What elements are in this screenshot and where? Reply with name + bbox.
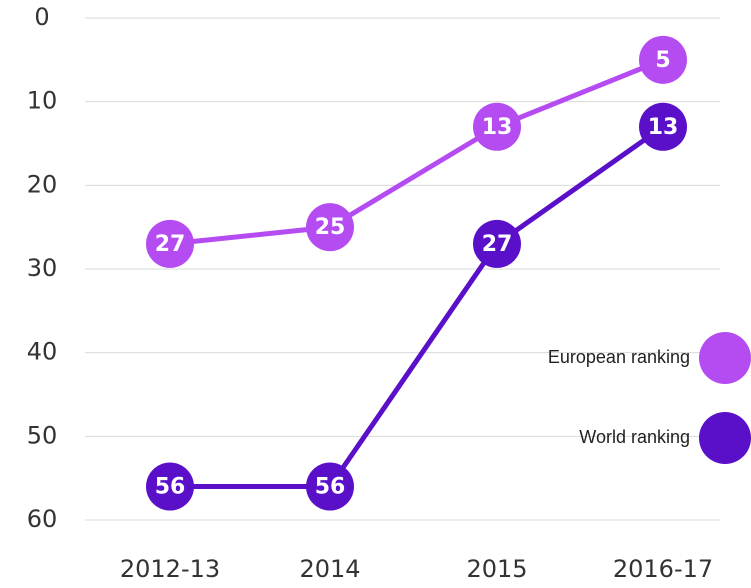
legend-swatch: [699, 332, 751, 384]
data-point: [639, 102, 687, 151]
x-tick-label: 2016-17: [613, 555, 713, 583]
data-label: 13: [648, 115, 679, 140]
y-tick-label: 30: [27, 254, 58, 282]
legend-label: World ranking: [579, 427, 690, 447]
x-tick-label: 2015: [466, 555, 527, 583]
data-label: 27: [482, 232, 513, 257]
legend-swatch: [699, 412, 751, 464]
data-point: [473, 219, 521, 268]
y-tick-label: 50: [27, 421, 58, 449]
data-point: [306, 203, 354, 252]
y-tick-label: 20: [27, 170, 58, 198]
data-label: 56: [155, 475, 186, 500]
y-tick-label: 60: [27, 505, 58, 533]
data-point: [146, 462, 194, 511]
data-label: 25: [315, 215, 346, 240]
x-tick-label: 2012-13: [120, 555, 220, 583]
y-tick-label: 0: [34, 3, 49, 31]
data-label: 13: [482, 115, 513, 140]
y-tick-label: 10: [27, 87, 58, 115]
y-tick-label: 40: [27, 338, 58, 366]
data-point: [639, 35, 687, 84]
data-label: 5: [655, 48, 670, 73]
data-point: [306, 462, 354, 511]
data-point: [473, 102, 521, 151]
series-line: [169, 57, 664, 247]
legend-label: European ranking: [548, 347, 690, 367]
data-label: 27: [155, 232, 186, 257]
x-tick-label: 2014: [299, 555, 360, 583]
series-line: [170, 124, 665, 490]
data-point: [146, 219, 194, 268]
data-label: 56: [315, 475, 346, 500]
